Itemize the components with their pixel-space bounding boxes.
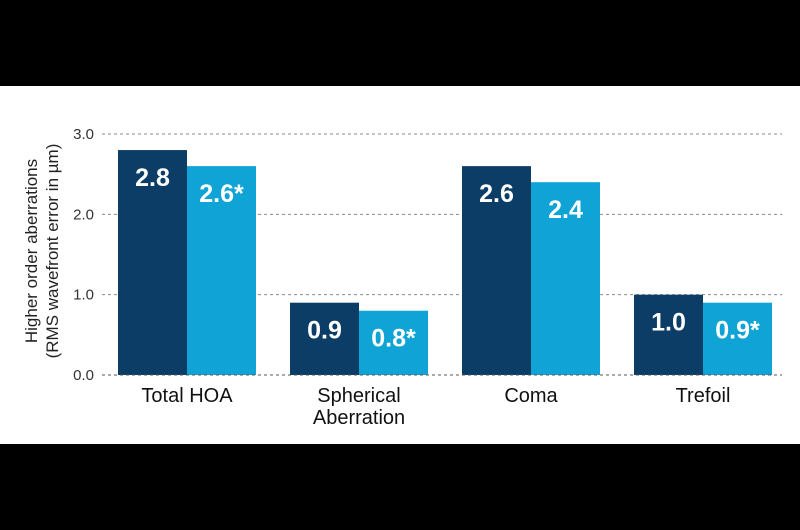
bar-value-label: 2.6 [479, 180, 514, 208]
bar-value-label: 0.8* [371, 325, 416, 353]
bar-value-label: 2.8 [135, 164, 170, 192]
bar-value-label: 2.6* [199, 180, 244, 208]
bar [703, 302, 772, 375]
x-category-label: Aberration [313, 407, 405, 429]
x-category-label: Spherical [317, 385, 400, 407]
bar-value-label: 0.9 [307, 317, 342, 345]
y-tick-label: 2.0 [73, 206, 94, 223]
bar [634, 294, 703, 375]
bar-value-label: 0.9* [715, 317, 760, 345]
chart-canvas: Higher order aberrations (RMS wavefront … [0, 86, 800, 444]
x-category-label: Trefoil [676, 385, 731, 407]
bar [118, 150, 187, 375]
bar [462, 166, 531, 375]
bar-value-label: 2.4 [548, 196, 583, 224]
y-axis-title-line-2: (RMS wavefront error in µm) [43, 144, 62, 359]
y-tick-label: 3.0 [73, 126, 94, 143]
bar [290, 302, 359, 375]
x-category-label: Total HOA [141, 385, 233, 407]
y-tick-label: 0.0 [73, 367, 94, 384]
y-tick-label: 1.0 [73, 287, 94, 304]
bar [187, 166, 256, 375]
bar-value-label: 1.0 [651, 309, 686, 337]
bar-chart: 0.0 1.0 2.0 3.0 2.8 0.9 2.6 1.0 2.6* 0.8* 2.4 0.9* T… [73, 126, 782, 429]
bar [531, 182, 600, 375]
y-axis-title-line-1: Higher order aberrations [22, 159, 41, 343]
x-category-label: Coma [504, 385, 558, 407]
y-axis-title: Higher order aberrations (RMS wavefront … [22, 144, 62, 359]
bar [359, 310, 428, 375]
